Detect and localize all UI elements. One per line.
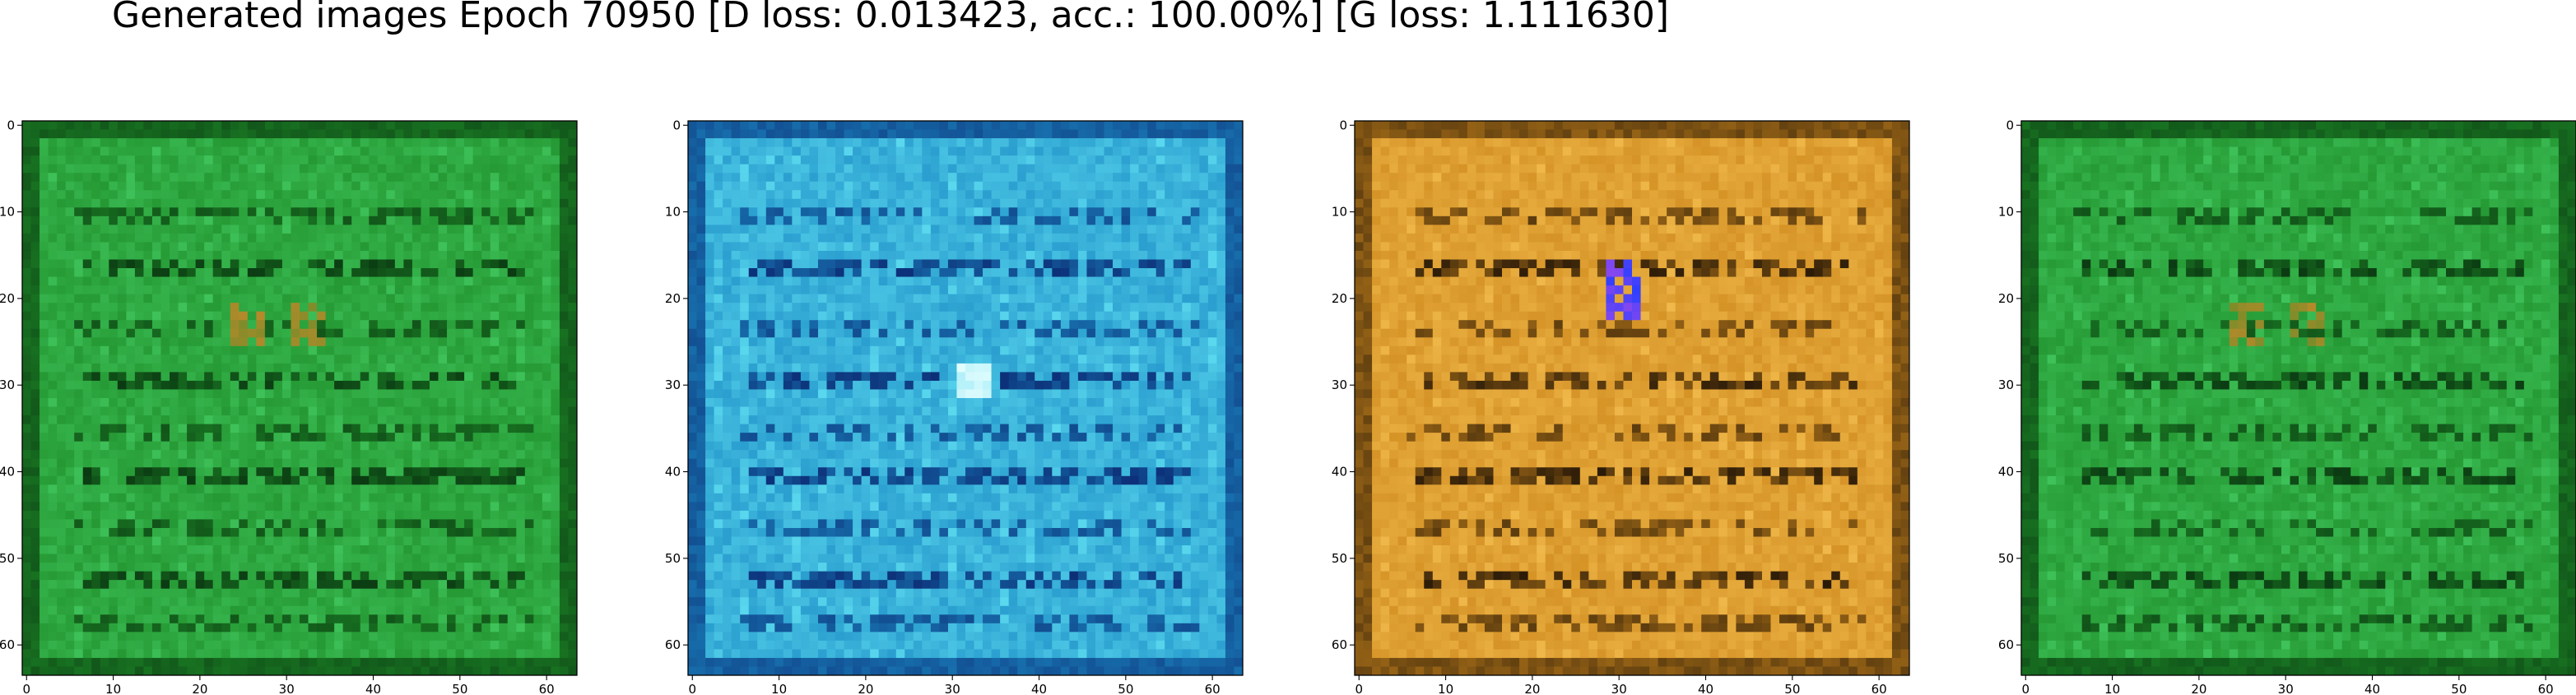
x-tick-label: 20	[2191, 682, 2206, 695]
y-tick-label: 10	[0, 205, 15, 220]
y-tick-label: 40	[1998, 465, 2014, 480]
x-tick-label: 60	[539, 682, 555, 695]
axes-frame	[21, 120, 578, 676]
x-tick-label: 0	[1355, 682, 1363, 695]
x-tick-label: 20	[192, 682, 207, 695]
generated-image-1	[22, 121, 577, 675]
y-tick-label: 10	[665, 205, 681, 220]
x-tick-label: 20	[858, 682, 873, 695]
generated-image-4	[2021, 121, 2576, 675]
x-tick-label: 10	[771, 682, 787, 695]
x-tick-label: 10	[2104, 682, 2120, 695]
x-tick-label: 60	[1872, 682, 1887, 695]
image-panel-1: 0 10 20 30 40 50 60 0 10 20 30 40 50 60	[0, 118, 578, 695]
y-tick-label: 30	[1332, 378, 1347, 392]
y-tick-label: 10	[1998, 205, 2014, 220]
y-tick-label: 30	[0, 378, 15, 392]
x-tick-label: 40	[1698, 682, 1713, 695]
x-tick-label: 40	[365, 682, 381, 695]
x-tick-label: 10	[1438, 682, 1453, 695]
y-tick-label: 60	[0, 637, 15, 652]
y-tick-label: 60	[665, 637, 681, 652]
y-tick-label: 20	[0, 291, 15, 306]
y-tick-label: 40	[1332, 465, 1347, 480]
y-tick-label: 50	[0, 551, 15, 566]
y-tick-label: 20	[1332, 291, 1347, 306]
x-tick-label: 30	[1611, 682, 1627, 695]
y-tick-label: 0	[1339, 118, 1347, 132]
y-tick-label: 50	[1998, 551, 2014, 566]
y-tick-label: 30	[665, 378, 681, 392]
y-tick-label: 60	[1332, 637, 1347, 652]
axes-frame	[687, 120, 1244, 676]
generated-image-3	[1355, 121, 1909, 675]
generated-image-2	[688, 121, 1243, 675]
figure-suptitle: Generated images Epoch 70950 [D loss: 0.…	[112, 0, 1669, 36]
y-tick-label: 0	[7, 118, 15, 132]
x-tick-label: 0	[2021, 682, 2030, 695]
x-tick-label: 60	[2538, 682, 2554, 695]
y-tick-label: 40	[665, 465, 681, 480]
y-tick-label: 10	[1332, 205, 1347, 220]
y-tick-label: 0	[672, 118, 681, 132]
axes-frame	[2020, 120, 2576, 676]
x-tick-label: 50	[452, 682, 467, 695]
x-tick-label: 30	[2278, 682, 2294, 695]
x-tick-label: 60	[1205, 682, 1221, 695]
x-tick-label: 10	[105, 682, 121, 695]
x-tick-label: 20	[1524, 682, 1540, 695]
x-tick-label: 40	[1031, 682, 1047, 695]
image-panel-3: 0 10 20 30 40 50 60 0 10 20 30 40 50 60	[1332, 118, 1910, 695]
x-tick-label: 50	[1118, 682, 1133, 695]
y-tick-label: 50	[1332, 551, 1347, 566]
image-panel-2: 0 10 20 30 40 50 60 0 10 20 30 40 50 60	[665, 118, 1244, 695]
x-tick-label: 0	[22, 682, 30, 695]
x-tick-label: 0	[688, 682, 696, 695]
y-tick-label: 30	[1998, 378, 2014, 392]
x-tick-label: 40	[2364, 682, 2380, 695]
y-tick-label: 20	[1998, 291, 2014, 306]
x-tick-label: 50	[2451, 682, 2467, 695]
x-tick-label: 30	[945, 682, 960, 695]
y-tick-label: 50	[665, 551, 681, 566]
y-tick-label: 40	[0, 465, 15, 480]
axes-frame	[1354, 120, 1910, 676]
y-tick-label: 20	[665, 291, 681, 306]
x-tick-label: 30	[279, 682, 295, 695]
x-tick-label: 50	[1784, 682, 1800, 695]
image-panel-4: 0 10 20 30 40 50 60 0 10 20 30 40 50 60	[1998, 118, 2576, 695]
y-tick-label: 60	[1998, 637, 2014, 652]
y-tick-label: 0	[2006, 118, 2014, 132]
